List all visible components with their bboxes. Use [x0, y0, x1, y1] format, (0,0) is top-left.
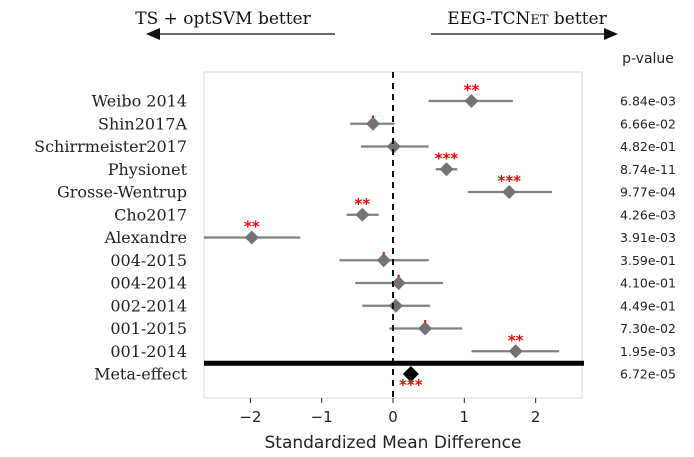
- estimate-marker: [418, 321, 433, 336]
- study-pvalue: 3.59e-01: [620, 253, 676, 268]
- estimate-marker: [508, 344, 523, 359]
- study-label: 001-2015: [110, 319, 187, 338]
- study-pvalue: 4.49e-01: [620, 298, 676, 313]
- study-pvalue: 6.66e-02: [620, 116, 676, 131]
- right-arrow-label: EEG-TCNET better: [447, 9, 607, 29]
- significance-stars: .: [396, 266, 401, 280]
- study-label: Alexandre: [104, 228, 187, 247]
- x-tick-label: −1: [311, 408, 333, 426]
- meta-label: Meta-effect: [94, 365, 187, 384]
- left-arrow-label: TS + optSVM better: [135, 9, 311, 29]
- left-arrowhead: [146, 28, 160, 40]
- estimate-marker: [355, 207, 370, 222]
- study-label: Schirrmeister2017: [34, 137, 187, 156]
- x-tick-label: 1: [460, 408, 470, 426]
- study-pvalue: 3.91e-03: [620, 230, 676, 245]
- significance-stars: **: [508, 331, 524, 349]
- study-pvalue: 6.84e-03: [620, 94, 676, 109]
- estimate-marker: [388, 298, 403, 313]
- significance-stars: ***: [435, 149, 459, 167]
- study-label: Weibo 2014: [92, 92, 187, 111]
- significance-stars: .: [423, 312, 428, 326]
- study-label: 001-2014: [110, 342, 187, 361]
- significance-stars: **: [244, 218, 260, 236]
- estimate-marker: [366, 116, 381, 131]
- pvalue-header: p-value: [622, 51, 674, 67]
- x-tick-label: −2: [239, 408, 261, 426]
- estimate-marker: [244, 230, 259, 245]
- meta-significance-stars: ***: [399, 376, 423, 394]
- study-label: Cho2017: [114, 205, 187, 224]
- study-label: Physionet: [108, 160, 188, 179]
- estimate-marker: [376, 253, 391, 268]
- meta-marker: [402, 366, 419, 382]
- study-label: Grosse-Wentrup: [57, 183, 187, 202]
- significance-stars: .: [371, 107, 376, 121]
- study-label: 002-2014: [110, 296, 187, 315]
- estimate-marker: [391, 276, 406, 290]
- significance-stars: **: [354, 195, 370, 213]
- study-pvalue: 9.77e-04: [620, 185, 676, 200]
- study-pvalue: 4.82e-01: [620, 139, 676, 154]
- significance-stars: ***: [497, 172, 521, 190]
- study-pvalue: 4.10e-01: [620, 276, 676, 291]
- estimate-marker: [464, 94, 479, 108]
- meta-pvalue: 6.72e-05: [620, 367, 676, 382]
- significance-stars: .: [381, 243, 386, 257]
- x-tick-label: 2: [531, 408, 541, 426]
- study-pvalue: 8.74e-11: [620, 162, 676, 177]
- study-pvalue: 4.26e-03: [620, 207, 676, 222]
- significance-stars: **: [464, 81, 480, 99]
- study-label: 004-2015: [110, 251, 187, 270]
- right-arrowhead: [604, 28, 618, 40]
- x-axis-label: Standardized Mean Difference: [264, 433, 521, 453]
- x-tick-label: 0: [388, 408, 398, 426]
- estimate-marker: [502, 185, 517, 199]
- estimate-marker: [386, 139, 401, 154]
- study-pvalue: 7.30e-02: [620, 321, 676, 336]
- study-pvalue: 1.95e-03: [620, 344, 676, 359]
- study-label: 004-2014: [110, 274, 187, 293]
- study-label: Shin2017A: [98, 114, 187, 133]
- estimate-marker: [439, 162, 454, 177]
